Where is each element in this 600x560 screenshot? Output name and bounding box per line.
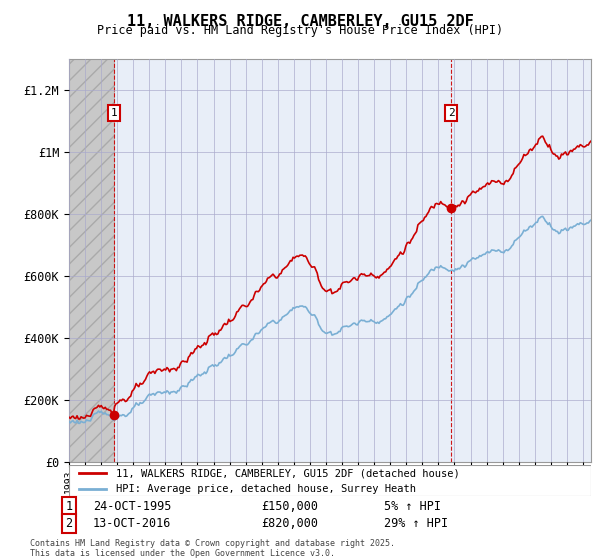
Text: 24-OCT-1995: 24-OCT-1995 <box>93 500 172 514</box>
Text: 5% ↑ HPI: 5% ↑ HPI <box>384 500 441 514</box>
Text: 11, WALKERS RIDGE, CAMBERLEY, GU15 2DF (detached house): 11, WALKERS RIDGE, CAMBERLEY, GU15 2DF (… <box>116 468 460 478</box>
Text: 13-OCT-2016: 13-OCT-2016 <box>93 517 172 530</box>
Text: 1: 1 <box>65 500 73 514</box>
Text: £820,000: £820,000 <box>261 517 318 530</box>
Text: £150,000: £150,000 <box>261 500 318 514</box>
Text: 1: 1 <box>111 108 118 118</box>
Text: 2: 2 <box>448 108 454 118</box>
Text: 29% ↑ HPI: 29% ↑ HPI <box>384 517 448 530</box>
Text: 2: 2 <box>65 517 73 530</box>
Text: Contains HM Land Registry data © Crown copyright and database right 2025.
This d: Contains HM Land Registry data © Crown c… <box>30 539 395 558</box>
Text: 11, WALKERS RIDGE, CAMBERLEY, GU15 2DF: 11, WALKERS RIDGE, CAMBERLEY, GU15 2DF <box>127 14 473 29</box>
Bar <box>69 59 114 462</box>
Text: HPI: Average price, detached house, Surrey Heath: HPI: Average price, detached house, Surr… <box>116 484 416 494</box>
Text: Price paid vs. HM Land Registry's House Price Index (HPI): Price paid vs. HM Land Registry's House … <box>97 24 503 37</box>
